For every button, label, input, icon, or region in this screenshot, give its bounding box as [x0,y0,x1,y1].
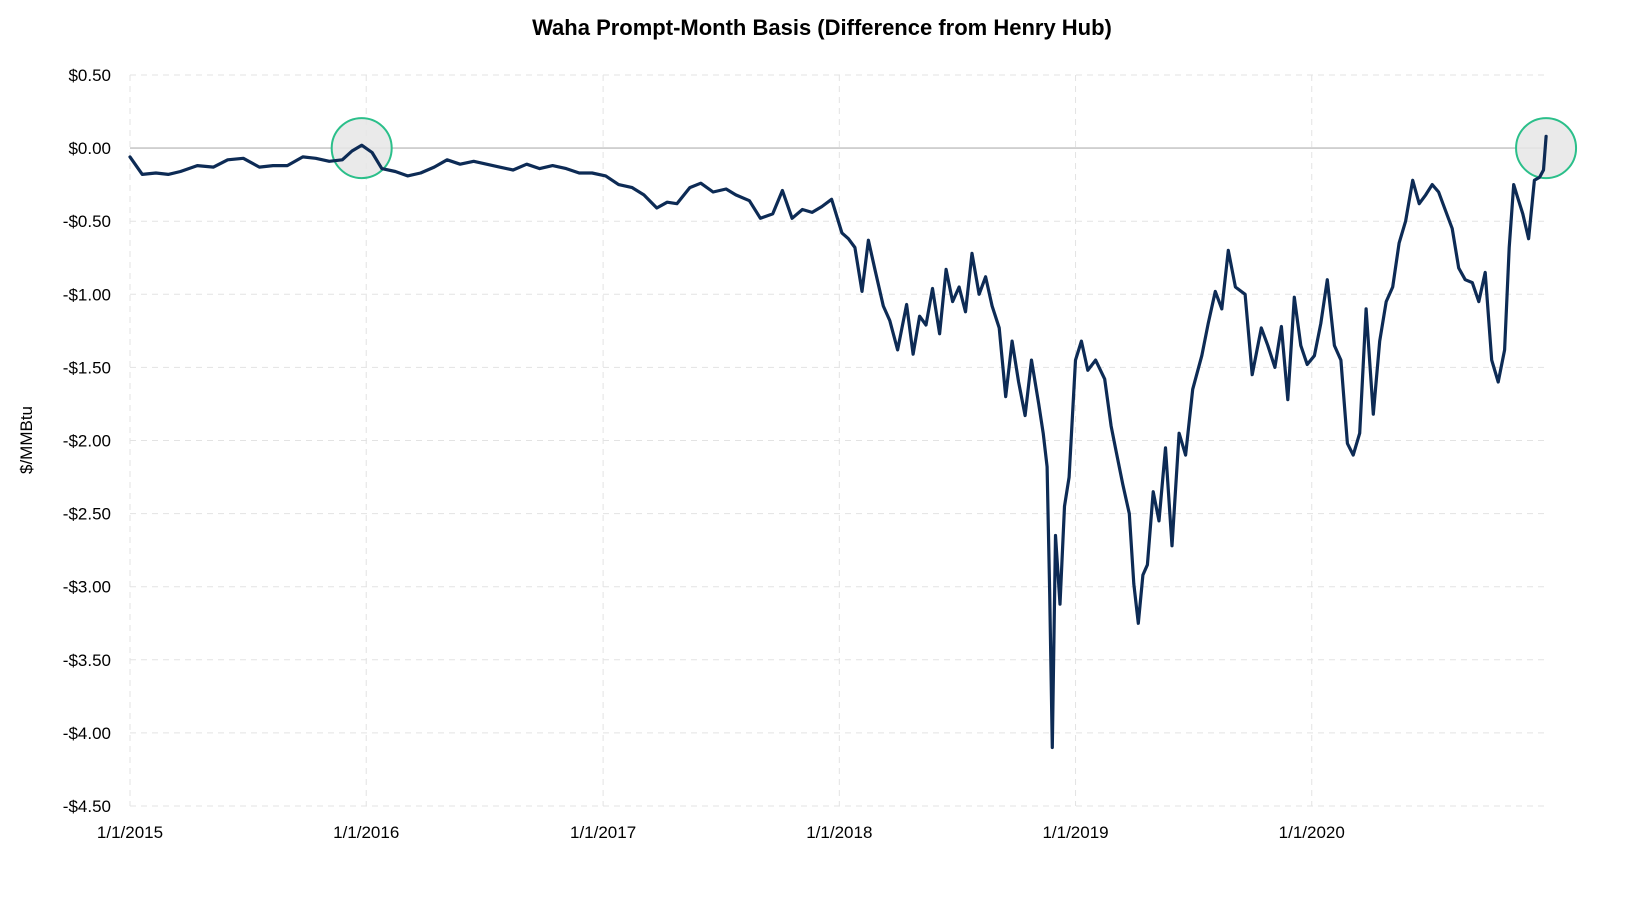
x-axis-ticks: 1/1/2015 1/1/2016 1/1/2017 1/1/2018 1/1/2019… [97,823,1345,842]
y-tick-label: -$2.00 [63,432,111,451]
x-tick-label: 1/1/2018 [806,823,872,842]
y-tick-label: -$3.50 [63,651,111,670]
y-axis-ticks: $0.50 $0.00 -$0.50 -$1.00 -$1.50 -$2.00 -$2.50… [63,66,111,816]
y-tick-label: -$3.00 [63,578,111,597]
x-tick-label: 1/1/2015 [97,823,163,842]
y-tick-label: $0.50 [68,66,111,85]
series-line [128,134,1548,750]
series-layer [128,134,1548,750]
grid-lines [129,74,1548,807]
y-tick-label: $0.00 [68,139,111,158]
x-tick-label: 1/1/2016 [333,823,399,842]
y-axis-title: $/MMBtu [17,406,36,474]
x-tick-label: 1/1/2019 [1042,823,1108,842]
y-tick-label: -$4.00 [63,724,111,743]
x-tick-label: 1/1/2020 [1279,823,1345,842]
y-tick-label: -$1.50 [63,358,111,377]
y-tick-label: -$0.50 [63,212,111,231]
x-tick-label: 1/1/2017 [570,823,636,842]
chart-title: Waha Prompt-Month Basis (Difference from… [532,15,1112,40]
y-tick-label: -$4.50 [63,797,111,816]
y-tick-label: -$2.50 [63,505,111,524]
y-tick-label: -$1.00 [63,285,111,304]
